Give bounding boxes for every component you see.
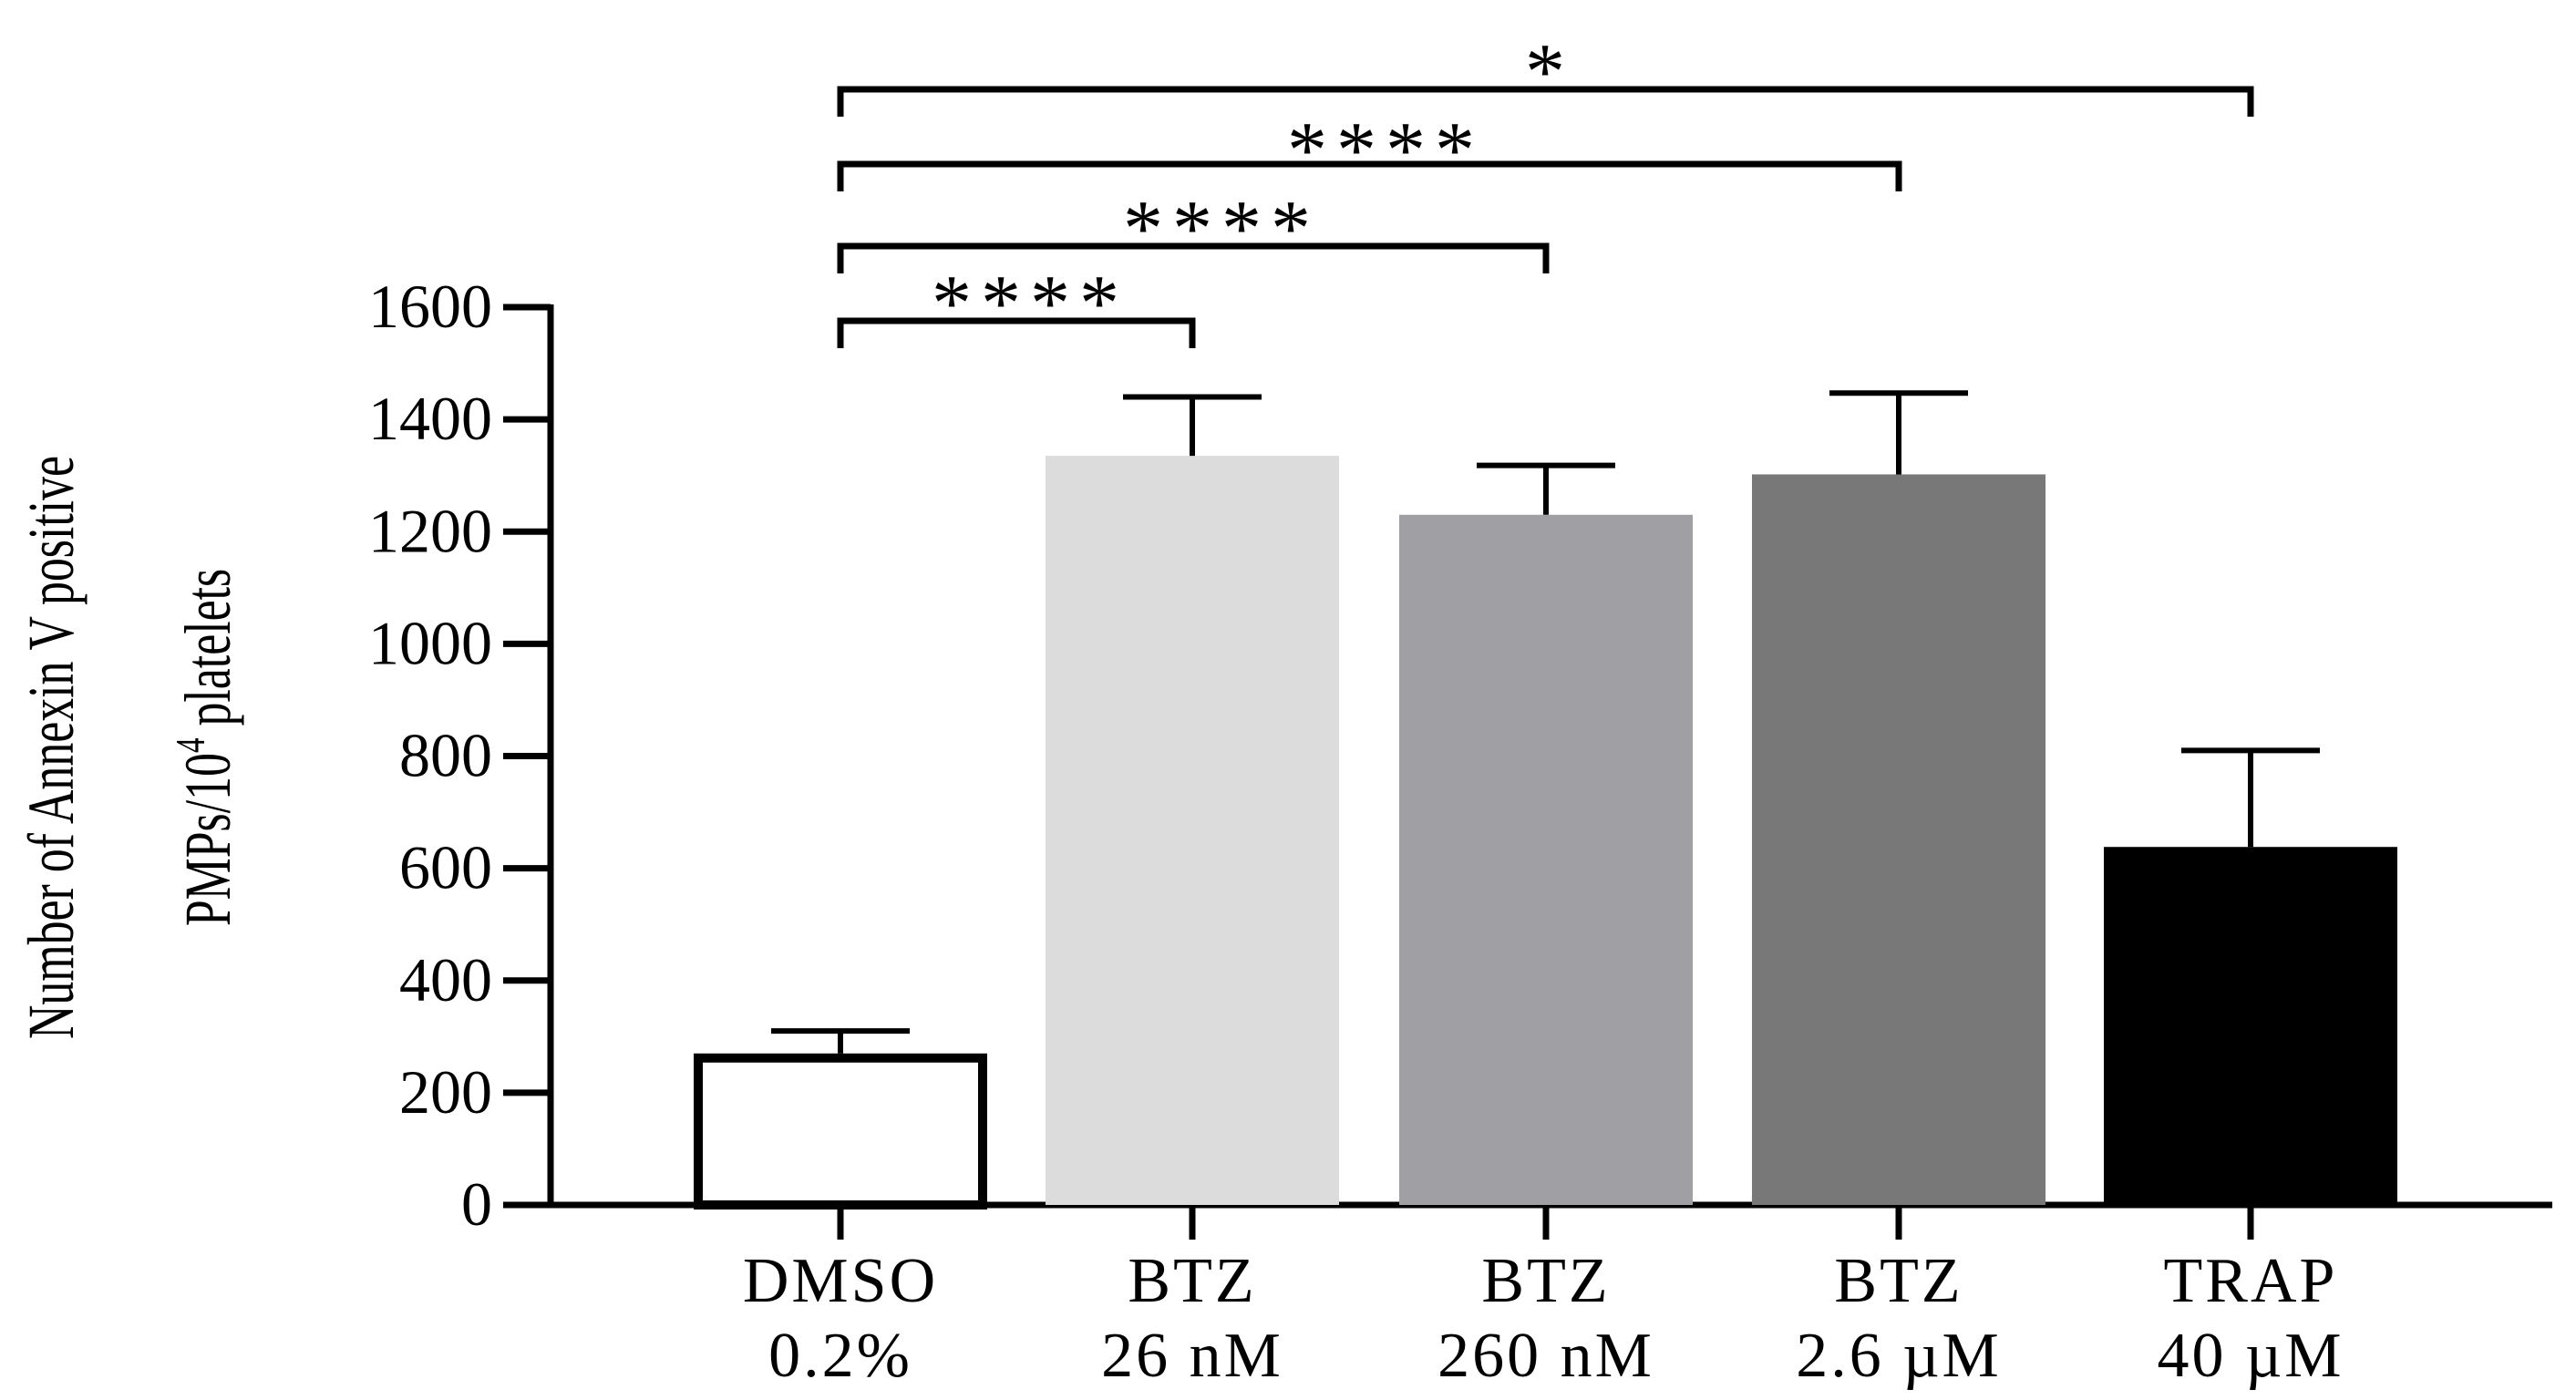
x-tick-label-line2: 0.2% bbox=[768, 1321, 912, 1391]
bar bbox=[1399, 514, 1693, 1205]
x-tick-label-line1: TRAP bbox=[2164, 1246, 2338, 1316]
axes: 0 200 400 600 800 1000 1200 1400 1600 bbox=[368, 272, 2552, 1240]
y-axis-label-unit: PMPs/10 bbox=[171, 753, 244, 926]
bar bbox=[2104, 847, 2397, 1205]
significance-bracket bbox=[837, 242, 1550, 273]
y-tick-label: 800 bbox=[399, 721, 492, 790]
significance-label: **** bbox=[932, 260, 1128, 348]
significance-label: * bbox=[1525, 28, 1574, 117]
y-tick-label: 600 bbox=[399, 833, 492, 902]
significance-bracket bbox=[837, 86, 2254, 117]
error-bars bbox=[771, 390, 2320, 1054]
bar bbox=[1752, 474, 2045, 1205]
x-tick-label-line1: BTZ bbox=[1834, 1246, 1963, 1316]
y-axis-label-line2: PMPs/104 platelets bbox=[167, 569, 244, 926]
y-tick-label: 1000 bbox=[368, 608, 492, 677]
x-tick-label-line2: 26 nM bbox=[1101, 1321, 1283, 1391]
y-tick-label: 1200 bbox=[368, 496, 492, 565]
significance-bracket bbox=[837, 317, 1196, 348]
y-axis-label-exponent: 4 bbox=[167, 737, 214, 753]
x-tick-label-line1: BTZ bbox=[1128, 1246, 1256, 1316]
x-tick-label-line2: 2.6 µM bbox=[1796, 1321, 2002, 1391]
significance-brackets: ************* bbox=[837, 28, 2254, 348]
y-tick-label: 1600 bbox=[368, 272, 492, 341]
significance-label: **** bbox=[1287, 107, 1484, 195]
y-axis-label-line1: Number of Annexin V positive bbox=[15, 456, 88, 1039]
x-tick-label-line1: BTZ bbox=[1481, 1246, 1610, 1316]
bar bbox=[694, 1053, 987, 1210]
y-axis-label-rest: platelets bbox=[171, 569, 244, 738]
y-tick-label: 1400 bbox=[368, 384, 492, 453]
x-tick-label-line2: 40 µM bbox=[2157, 1321, 2344, 1391]
significance-bracket bbox=[837, 160, 1902, 191]
x-tick-label-line1: DMSO bbox=[743, 1246, 938, 1316]
y-tick-label: 0 bbox=[461, 1169, 492, 1239]
bar bbox=[1046, 456, 1339, 1205]
x-tick-label-line2: 260 nM bbox=[1437, 1321, 1654, 1391]
bars bbox=[694, 456, 2397, 1210]
y-tick-label: 400 bbox=[399, 945, 492, 1014]
y-axis-label: Number of Annexin V positive PMPs/104 pl… bbox=[15, 456, 244, 1039]
significance-label: **** bbox=[1123, 185, 1320, 273]
y-tick-label: 200 bbox=[399, 1057, 492, 1127]
